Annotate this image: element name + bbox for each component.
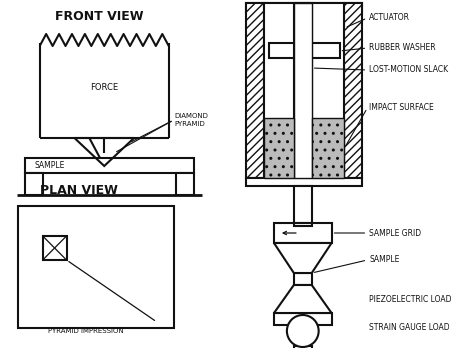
Bar [294,223,312,226]
Text: SAMPLE: SAMPLE [369,255,400,264]
Bar [269,43,339,58]
Bar [25,158,193,173]
Text: SAMPLE: SAMPLE [35,160,65,169]
Bar [294,273,312,285]
Circle shape [287,315,319,347]
Bar [294,3,312,178]
Bar [43,236,66,260]
Text: ACTUATOR: ACTUATOR [369,14,410,23]
Text: FORCE: FORCE [90,84,118,93]
Bar [246,178,362,186]
Bar [274,223,332,243]
Bar [294,346,312,348]
Polygon shape [274,285,332,313]
Text: LOST-MOTION SLACK: LOST-MOTION SLACK [369,65,448,74]
Bar [176,173,193,195]
Bar [246,3,362,13]
Bar [25,173,43,195]
Bar [264,3,345,178]
Text: PYRAMID IMPRESSION: PYRAMID IMPRESSION [48,328,123,334]
Bar [294,3,312,180]
Text: RUBBER WASHER: RUBBER WASHER [369,44,436,53]
Bar [345,3,362,178]
Text: SAMPLE GRID: SAMPLE GRID [369,229,421,237]
Text: FRONT VIEW: FRONT VIEW [55,9,144,23]
Bar [246,3,264,178]
Text: STRAIN GAUGE LOAD: STRAIN GAUGE LOAD [369,324,450,332]
Bar [294,186,312,226]
Polygon shape [274,243,332,273]
Bar [264,118,294,178]
Text: PIEZOELECTRIC LOAD: PIEZOELECTRIC LOAD [369,295,452,304]
Bar [18,206,174,328]
Text: PLAN VIEW: PLAN VIEW [40,183,118,197]
Text: DIAMOND
PYRAMID: DIAMOND PYRAMID [175,113,209,127]
Bar [312,118,345,178]
Bar [274,313,332,325]
Text: IMPACT SURFACE: IMPACT SURFACE [369,103,434,112]
